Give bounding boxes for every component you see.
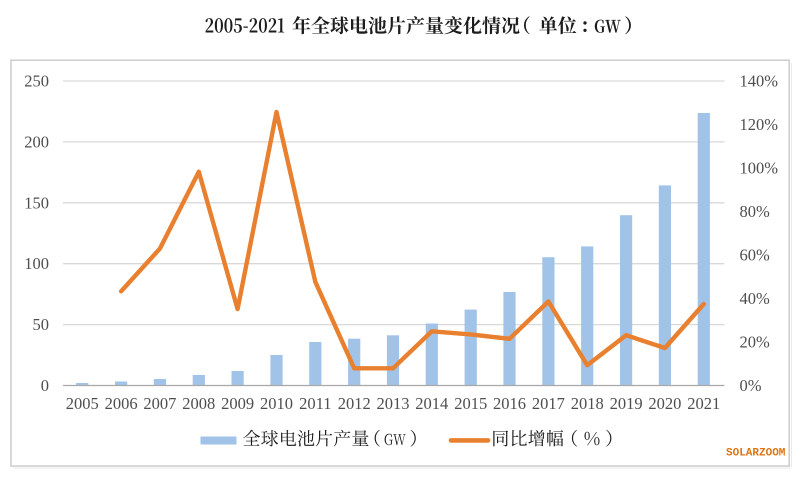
svg-text:2015: 2015 <box>454 394 487 413</box>
svg-text:140%: 140% <box>740 72 779 91</box>
svg-text:80%: 80% <box>740 202 771 221</box>
svg-text:SOLARZOOM: SOLARZOOM <box>726 448 786 460</box>
svg-text:250: 250 <box>24 72 49 91</box>
svg-text:2018: 2018 <box>571 394 604 413</box>
svg-text:2012: 2012 <box>338 394 371 413</box>
svg-text:2005: 2005 <box>66 394 99 413</box>
svg-text:120%: 120% <box>740 115 779 134</box>
svg-text:2007: 2007 <box>143 394 176 413</box>
svg-text:2021: 2021 <box>687 394 720 413</box>
svg-text:20%: 20% <box>740 333 771 352</box>
svg-text:2010: 2010 <box>260 394 293 413</box>
svg-text:0%: 0% <box>740 376 762 395</box>
svg-text:2014: 2014 <box>415 394 448 413</box>
svg-text:2016: 2016 <box>493 394 526 413</box>
svg-text:100%: 100% <box>740 159 779 178</box>
svg-text:60%: 60% <box>740 246 771 265</box>
svg-text:40%: 40% <box>740 289 771 308</box>
svg-text:2017: 2017 <box>532 394 565 413</box>
svg-text:200: 200 <box>24 132 49 151</box>
svg-text:100: 100 <box>24 254 49 273</box>
svg-text:2011: 2011 <box>299 394 331 413</box>
svg-text:50: 50 <box>33 315 50 334</box>
svg-text:150: 150 <box>24 193 49 212</box>
svg-text:0: 0 <box>41 376 49 395</box>
svg-text:2020: 2020 <box>648 394 681 413</box>
svg-text:2019: 2019 <box>610 394 643 413</box>
svg-text:2013: 2013 <box>377 394 410 413</box>
svg-text:2006: 2006 <box>105 394 138 413</box>
svg-text:2008: 2008 <box>182 394 215 413</box>
svg-text:2009: 2009 <box>221 394 254 413</box>
